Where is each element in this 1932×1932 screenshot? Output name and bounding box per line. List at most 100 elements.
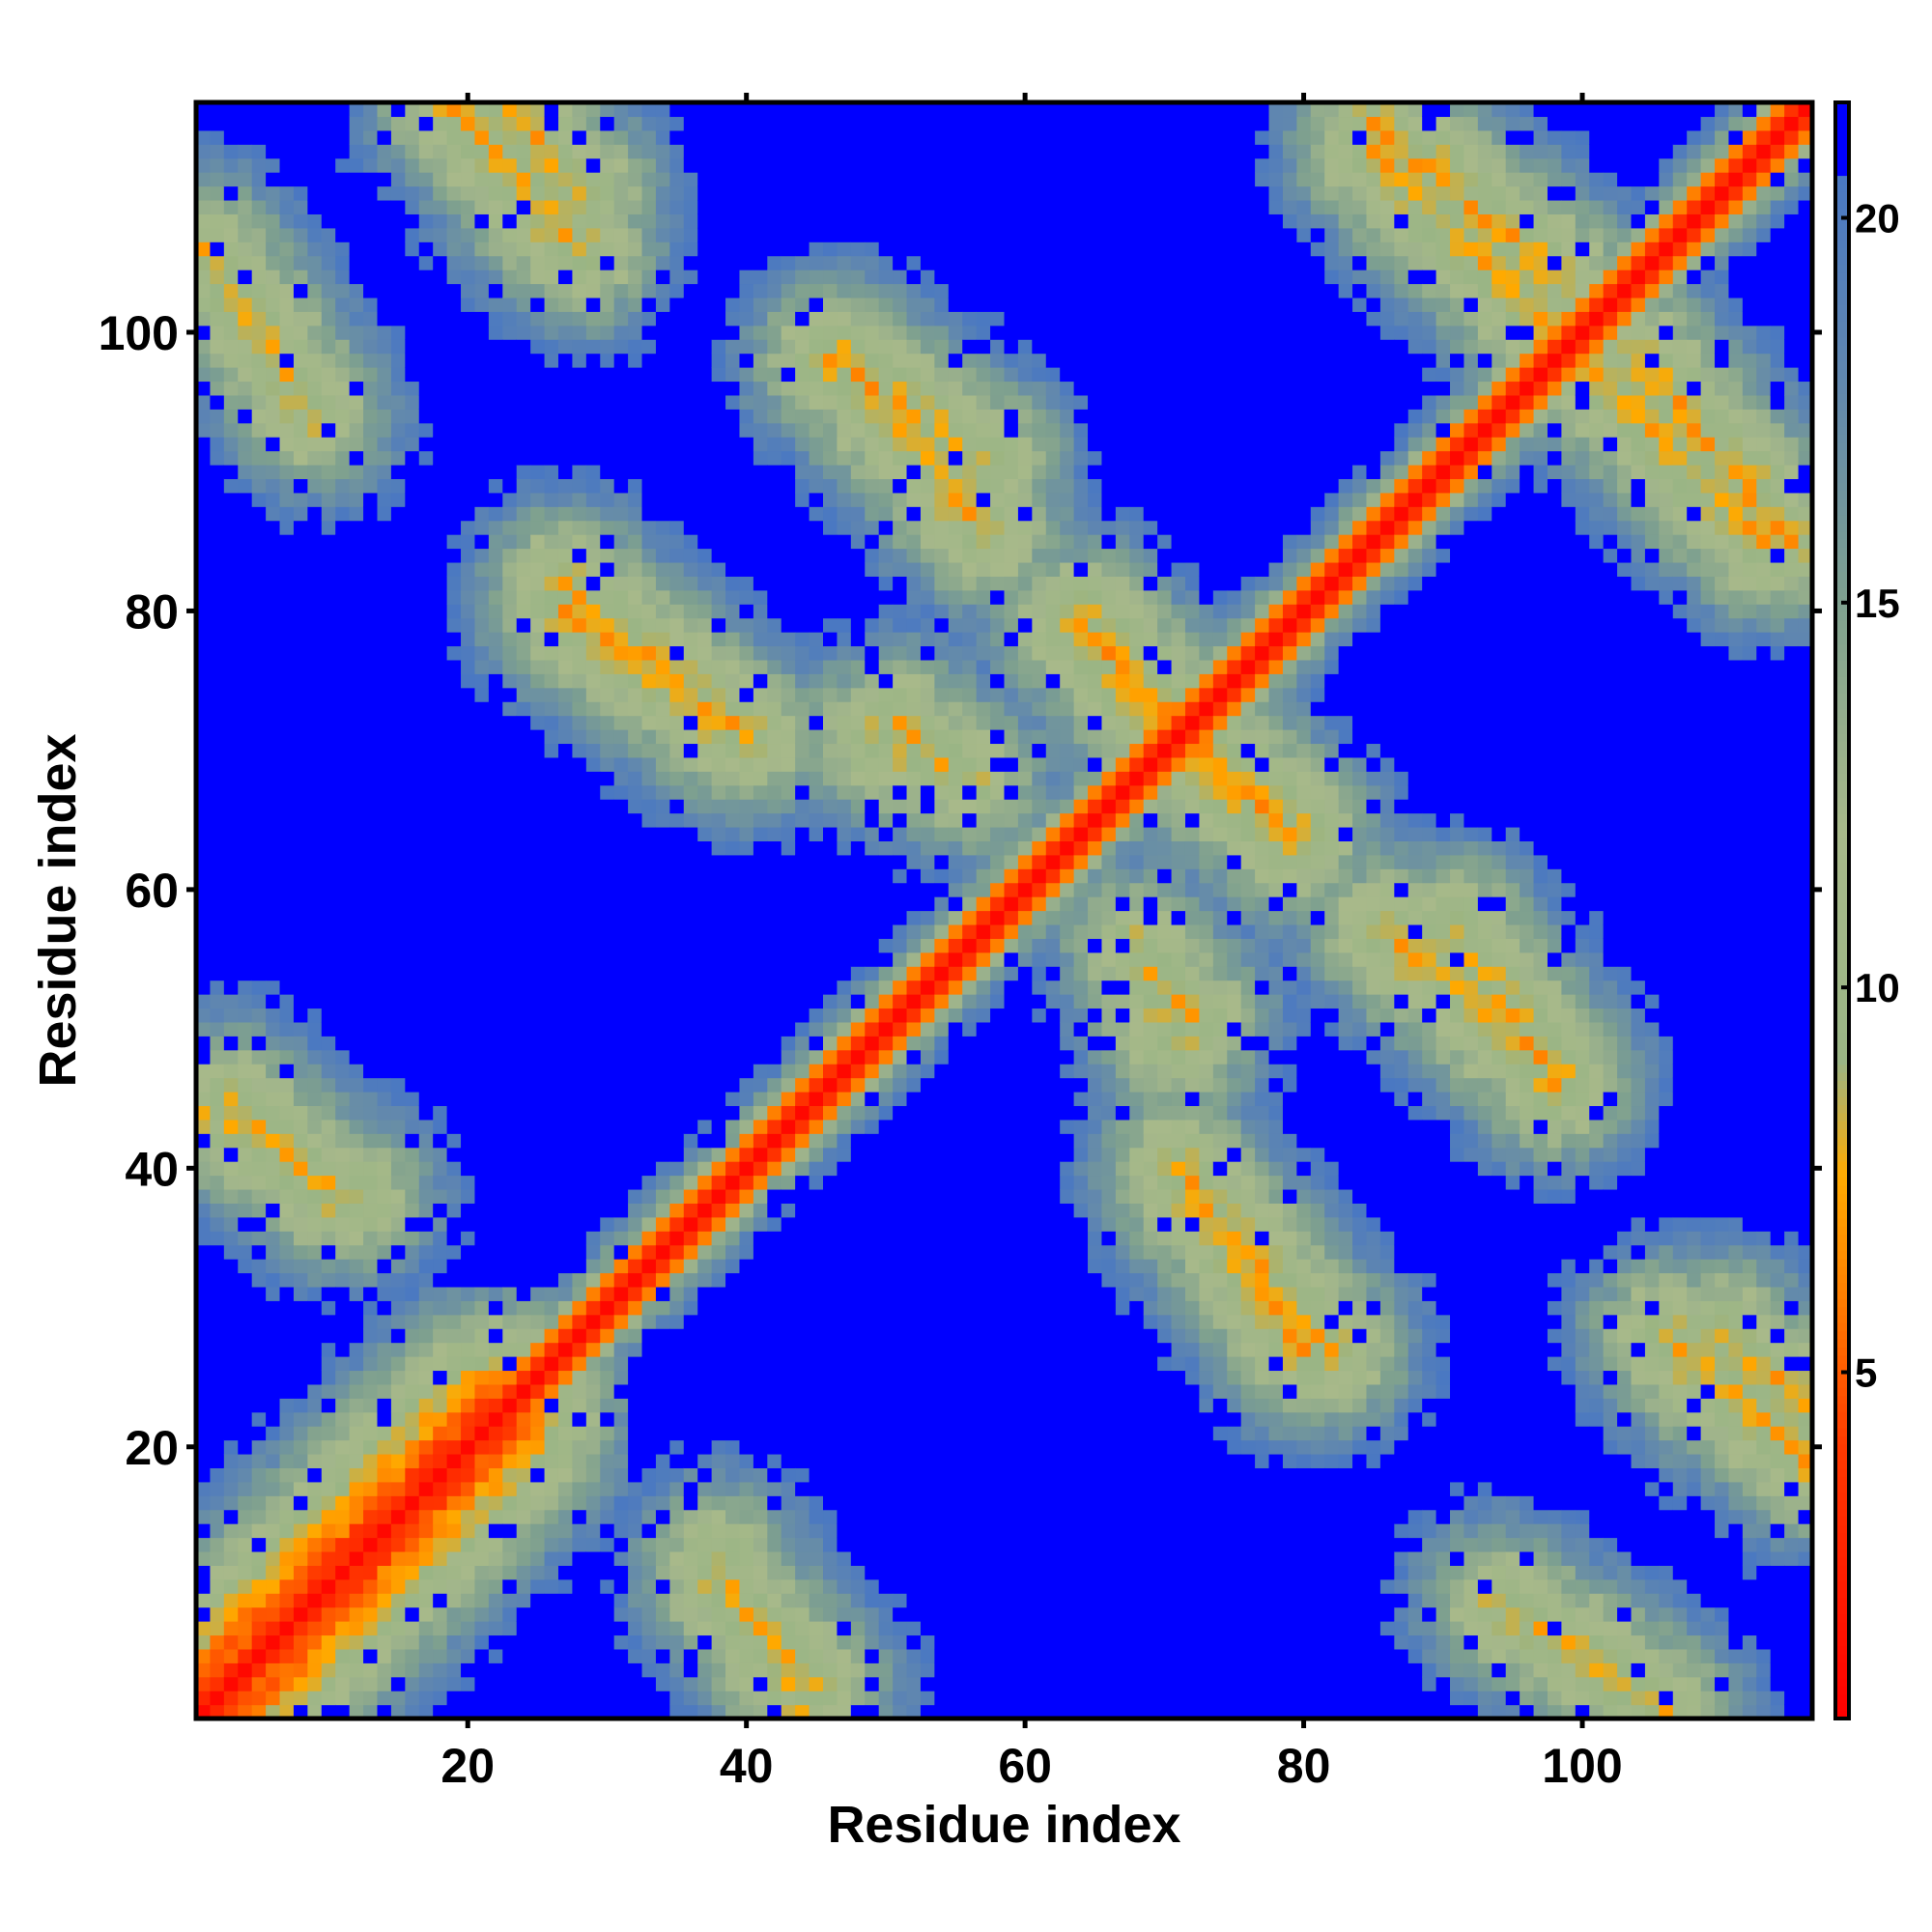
heatmap-cell (210, 1314, 225, 1329)
heatmap-cell (335, 1216, 351, 1232)
heatmap-cell (655, 1593, 670, 1608)
heatmap-cell (210, 966, 225, 981)
heatmap-cell (321, 994, 336, 1009)
heatmap-cell (753, 129, 768, 145)
heatmap-cell (502, 199, 518, 214)
heatmap-cell (279, 1662, 295, 1678)
heatmap-cell (669, 1523, 685, 1539)
heatmap-cell (377, 1356, 392, 1372)
heatmap-cell (405, 673, 420, 689)
heatmap-cell (377, 1621, 392, 1636)
heatmap-cell (516, 840, 531, 856)
heatmap-cell (530, 381, 546, 396)
heatmap-cell (669, 910, 685, 925)
heatmap-cell (613, 255, 629, 270)
heatmap-cell (266, 1634, 281, 1650)
heatmap-cell (753, 1383, 768, 1399)
heatmap-cell (307, 1398, 323, 1413)
heatmap-cell (196, 1509, 212, 1524)
heatmap-cell (196, 102, 212, 118)
heatmap-cell (474, 576, 490, 591)
heatmap-cell (461, 102, 476, 118)
heatmap-cell (363, 617, 379, 633)
heatmap-cell (572, 784, 587, 800)
heatmap-cell (488, 1008, 503, 1023)
heatmap-cell (544, 687, 559, 702)
heatmap-cell (697, 548, 713, 563)
heatmap-cell (669, 1411, 685, 1427)
heatmap-cell (433, 227, 448, 242)
heatmap-cell (488, 478, 503, 494)
heatmap-cell (251, 1314, 267, 1329)
heatmap-cell (600, 1036, 615, 1051)
heatmap-cell (613, 1077, 629, 1093)
heatmap-cell (557, 756, 573, 772)
heatmap-cell (753, 1621, 768, 1636)
heatmap-cell (557, 283, 573, 298)
heatmap-cell (669, 353, 685, 368)
heatmap-cell (739, 1259, 754, 1274)
heatmap-cell (697, 1342, 713, 1357)
heatmap-cell (446, 185, 462, 201)
heatmap-cell (488, 1021, 503, 1037)
heatmap-cell (655, 1342, 670, 1357)
heatmap-cell (488, 492, 503, 507)
heatmap-cell (516, 1216, 531, 1232)
heatmap-cell (557, 1439, 573, 1455)
heatmap-cell (613, 1133, 629, 1149)
heatmap-cell (641, 617, 657, 633)
heatmap-cell (516, 409, 531, 424)
heatmap-cell (669, 1244, 685, 1260)
heatmap-cell (196, 422, 212, 438)
heatmap-cell (753, 157, 768, 173)
heatmap-cell (418, 1704, 434, 1719)
heatmap-cell (557, 1467, 573, 1483)
heatmap-cell (697, 1064, 713, 1079)
heatmap-cell (795, 1606, 810, 1622)
heatmap-cell (418, 910, 434, 925)
heatmap-cell (544, 1690, 559, 1706)
heatmap-cell (433, 561, 448, 577)
heatmap-cell (418, 534, 434, 550)
heatmap-cell (781, 1259, 796, 1274)
heatmap-cell (293, 1356, 308, 1372)
heatmap-cell (266, 938, 281, 953)
heatmap-cell (390, 923, 406, 939)
heatmap-cell (251, 1370, 267, 1385)
heatmap-cell (349, 1370, 364, 1385)
heatmap-cell (711, 1008, 726, 1023)
heatmap-cell (641, 729, 657, 745)
heatmap-cell (739, 1119, 754, 1134)
heatmap-cell (697, 952, 713, 967)
heatmap-cell (223, 1105, 239, 1121)
heatmap-cell (251, 520, 267, 535)
heatmap-cell (321, 1161, 336, 1177)
heatmap-cell (725, 492, 741, 507)
heatmap-cell (669, 701, 685, 717)
heatmap-cell (516, 812, 531, 828)
heatmap-cell (572, 604, 587, 619)
heatmap-cell (349, 1704, 364, 1719)
heatmap-cell (279, 1244, 295, 1260)
heatmap-cell (697, 1272, 713, 1288)
heatmap-cell (433, 339, 448, 355)
heatmap-cell (781, 506, 796, 522)
heatmap-cell (210, 617, 225, 633)
heatmap-cell (585, 1593, 601, 1608)
heatmap-cell (530, 938, 546, 953)
heatmap-cell (293, 1398, 308, 1413)
heatmap-cell (753, 771, 768, 786)
heatmap-cell (767, 1634, 782, 1650)
heatmap-cell (405, 784, 420, 800)
heatmap-cell (669, 1439, 685, 1455)
heatmap-cell (753, 283, 768, 298)
heatmap-cell (223, 1286, 239, 1301)
heatmap-cell (641, 1175, 657, 1190)
heatmap-cell (210, 144, 225, 159)
heatmap-cell (725, 548, 741, 563)
heatmap-cell (474, 1662, 490, 1678)
heatmap-cell (279, 492, 295, 507)
heatmap-cell (739, 576, 754, 591)
heatmap-cell (266, 102, 281, 118)
heatmap-cell (516, 172, 531, 187)
